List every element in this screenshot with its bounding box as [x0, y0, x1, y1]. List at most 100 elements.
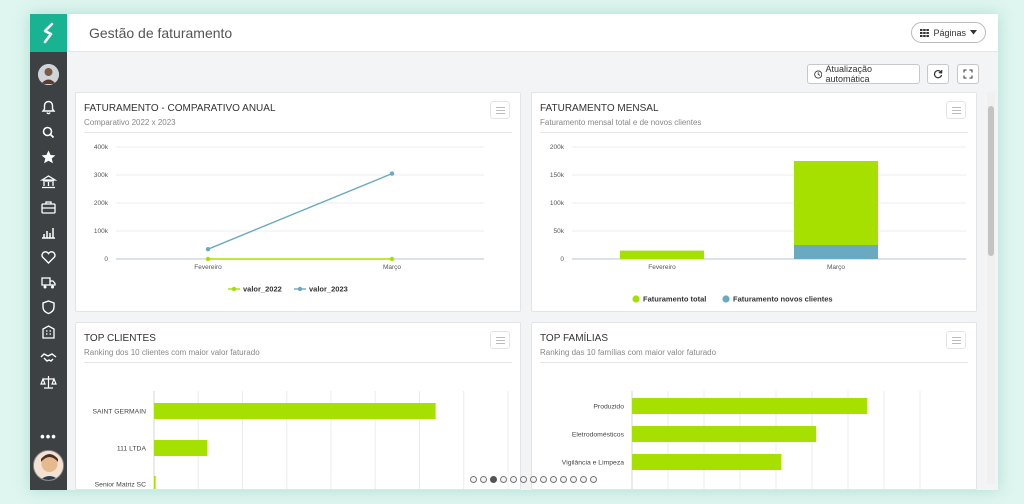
- legend-marker: [231, 286, 237, 292]
- app-logo[interactable]: [30, 14, 67, 52]
- data-point: [389, 171, 395, 176]
- panel-divider: [84, 362, 512, 363]
- y-tick-label: 100k: [550, 200, 565, 207]
- hamburger-icon: [495, 336, 505, 344]
- sidebar-item-truck[interactable]: [38, 273, 59, 291]
- page-scrollbar[interactable]: [987, 92, 995, 484]
- bar: [154, 440, 208, 456]
- page-dot[interactable]: [520, 476, 527, 483]
- panel-menu-button[interactable]: [946, 101, 966, 119]
- panel-divider: [540, 132, 968, 133]
- scrollbar-thumb[interactable]: [988, 106, 994, 256]
- more-menu-button[interactable]: •••: [40, 429, 57, 444]
- panel-divider: [84, 132, 512, 133]
- bar: [154, 476, 156, 489]
- x-tick-label: Fevereiro: [194, 264, 222, 271]
- panel-subtitle: Comparativo 2022 x 2023: [84, 118, 176, 127]
- page-dot[interactable]: [550, 476, 557, 483]
- hbar-chart-clientes: SAINT GERMAIN 111 LTDA Senior Matriz SC: [92, 391, 509, 489]
- series-line-valor_2023: [207, 172, 393, 250]
- category-label: Produzido: [593, 404, 624, 411]
- page-dot[interactable]: [470, 476, 477, 483]
- panel-top-clientes: TOP CLIENTES Ranking dos 10 clientes com…: [75, 322, 521, 490]
- panel-top-familias: TOP FAMÍLIAS Ranking das 10 famílias com…: [531, 322, 977, 490]
- panel-subtitle: Ranking das 10 famílias com maior valor …: [540, 348, 717, 357]
- panel-faturamento-mensal: FATURAMENTO MENSAL Faturamento mensal to…: [531, 92, 977, 312]
- sidebar-item-briefcase[interactable]: [38, 198, 59, 216]
- legend-item: Faturamento total: [632, 295, 706, 304]
- x-tick-label: Março: [827, 264, 845, 271]
- bar-Faturamento total: [794, 161, 878, 245]
- y-tick-label: 100k: [94, 228, 109, 235]
- legend-label: Faturamento total: [643, 295, 706, 304]
- bell-icon: [41, 100, 56, 115]
- page-dot[interactable]: [590, 476, 597, 483]
- page-dot[interactable]: [500, 476, 507, 483]
- auto-update-button[interactable]: Atualização automática: [807, 64, 920, 84]
- bar-Faturamento total: [620, 250, 704, 259]
- dashboard-toolbar: Atualização automática: [67, 52, 998, 92]
- legend-item: Faturamento novos clientes: [722, 295, 833, 304]
- sidebar-item-handshake[interactable]: [38, 348, 59, 366]
- panel-comparativo-anual: FATURAMENTO - COMPARATIVO ANUAL Comparat…: [75, 92, 521, 312]
- sidebar-item-bank[interactable]: [38, 173, 59, 191]
- top-bar: Gestão de faturamento Páginas: [67, 14, 998, 52]
- sidebar-item-chart[interactable]: [38, 223, 59, 241]
- refresh-button[interactable]: [927, 64, 949, 84]
- sidebar-item-heart[interactable]: [38, 248, 59, 266]
- fullscreen-button[interactable]: [957, 64, 979, 84]
- user-photo-icon: [34, 451, 63, 480]
- handshake-icon: [40, 353, 57, 362]
- hamburger-icon: [951, 106, 961, 114]
- auto-update-label: Atualização automática: [825, 64, 872, 84]
- logo-icon: [43, 22, 53, 44]
- category-label: Vigilância e Limpeza: [562, 460, 624, 467]
- avatar-icon: [38, 64, 59, 85]
- bar: [632, 426, 817, 442]
- search-icon: [42, 126, 55, 139]
- line-chart-comparativo: 0 100k 200k 300k 400k Fevereiro Março valor_202…: [94, 144, 484, 294]
- legend-label: valor_2023: [309, 285, 348, 294]
- pages-dropdown[interactable]: Páginas: [911, 22, 986, 43]
- panel-subtitle: Faturamento mensal total e de novos clie…: [540, 118, 702, 127]
- data-point: [205, 256, 211, 262]
- y-tick-label: 150k: [550, 172, 565, 179]
- panel-menu-button[interactable]: [490, 331, 510, 349]
- page-dot[interactable]: [510, 476, 517, 483]
- chart-icon: [42, 228, 55, 239]
- x-tick-label: Fevereiro: [648, 264, 676, 271]
- sidebar-item-scale[interactable]: [38, 373, 59, 391]
- y-tick-label: 50k: [554, 228, 565, 235]
- profile-avatar[interactable]: [38, 64, 59, 85]
- data-point: [389, 256, 395, 262]
- sidebar-item-shield[interactable]: [38, 298, 59, 316]
- sidebar-item-star[interactable]: [38, 148, 59, 166]
- category-label: SAINT GERMAIN: [92, 409, 146, 416]
- sidebar-item-bell[interactable]: [38, 98, 59, 116]
- page-dot[interactable]: [570, 476, 577, 483]
- page-dot[interactable]: [560, 476, 567, 483]
- panel-menu-button[interactable]: [946, 331, 966, 349]
- panel-menu-button[interactable]: [490, 101, 510, 119]
- page-dot[interactable]: [580, 476, 587, 483]
- page-dot[interactable]: [540, 476, 547, 483]
- page-title: Gestão de faturamento: [89, 25, 233, 41]
- caret-down-icon: [970, 30, 977, 35]
- page-dot[interactable]: [480, 476, 487, 483]
- page-dot[interactable]: [490, 476, 497, 483]
- shield-icon: [42, 300, 55, 315]
- hbar-chart-familias: Produzido Eletrodomésticos Vigilância e Li…: [562, 391, 921, 489]
- y-tick-label: 300k: [94, 172, 109, 179]
- heart-icon: [41, 251, 56, 264]
- legend-item: valor_2023: [294, 285, 348, 294]
- page-pagination: [470, 476, 597, 483]
- category-label: Senior Matriz SC: [95, 482, 146, 489]
- clock-icon: [814, 70, 823, 78]
- y-tick-label: 0: [104, 256, 108, 263]
- user-avatar[interactable]: [33, 450, 64, 481]
- sidebar-item-search[interactable]: [38, 123, 59, 141]
- page-dot[interactable]: [530, 476, 537, 483]
- legend-label: Faturamento novos clientes: [733, 295, 833, 304]
- panel-title: FATURAMENTO - COMPARATIVO ANUAL: [84, 103, 276, 114]
- sidebar-item-building[interactable]: [38, 323, 59, 341]
